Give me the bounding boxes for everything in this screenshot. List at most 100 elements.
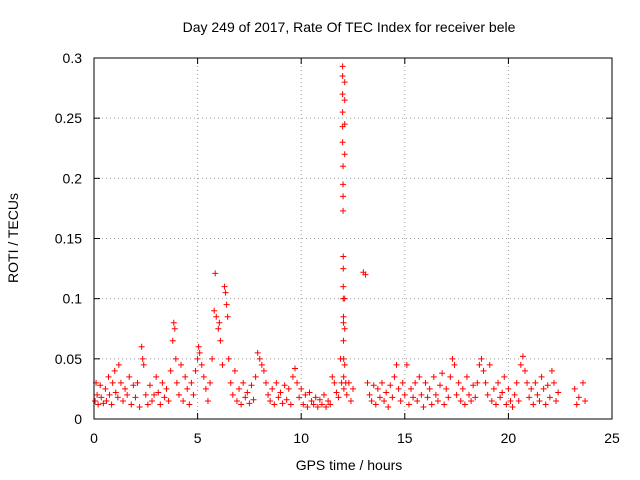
data-point <box>366 391 373 398</box>
data-point <box>478 355 485 362</box>
data-point <box>106 391 113 398</box>
grid-lines <box>94 58 612 419</box>
y-axis-label: ROTI / TECUs <box>5 193 21 283</box>
data-point <box>517 361 524 368</box>
data-point <box>505 385 512 392</box>
data-point <box>281 382 288 389</box>
data-point <box>109 379 116 386</box>
data-point <box>170 319 177 326</box>
data-point <box>323 403 330 410</box>
data-point <box>335 394 342 401</box>
data-point <box>397 397 404 404</box>
data-point <box>211 307 218 314</box>
data-point <box>451 361 458 368</box>
data-point <box>233 397 240 404</box>
data-point <box>391 373 398 380</box>
data-point <box>186 401 193 408</box>
data-point <box>449 355 456 362</box>
data-point <box>364 379 371 386</box>
data-point <box>497 394 504 401</box>
data-point <box>553 397 560 404</box>
data-point <box>111 367 118 374</box>
data-point <box>379 379 386 386</box>
x-tick-label: 15 <box>397 430 413 446</box>
data-point <box>217 337 224 344</box>
x-tick-label: 5 <box>194 430 202 446</box>
x-tick-label: 20 <box>501 430 517 446</box>
y-tick-label: 0 <box>74 411 82 427</box>
data-point <box>306 389 313 396</box>
data-point <box>540 385 547 392</box>
data-point <box>172 355 179 362</box>
data-point <box>524 379 531 386</box>
data-point <box>399 379 406 386</box>
x-tick-label: 0 <box>90 430 98 446</box>
data-point <box>341 151 348 158</box>
data-point <box>341 361 348 368</box>
data-point <box>124 391 131 398</box>
data-point <box>374 385 381 392</box>
data-point <box>422 379 429 386</box>
data-point <box>347 397 354 404</box>
y-tick-label: 0.1 <box>63 291 83 307</box>
data-point <box>548 367 555 374</box>
data-point <box>222 289 229 296</box>
data-point <box>195 343 202 350</box>
data-point <box>190 391 197 398</box>
data-point <box>289 373 296 380</box>
data-point <box>314 403 321 410</box>
data-point <box>188 379 195 386</box>
data-point <box>480 367 487 374</box>
data-point <box>238 401 245 408</box>
data-point <box>447 373 454 380</box>
data-point <box>443 385 450 392</box>
data-point <box>136 403 143 410</box>
data-point <box>499 389 506 396</box>
data-point <box>389 394 396 401</box>
data-point <box>441 401 448 408</box>
y-tick-label: 0.2 <box>63 170 83 186</box>
data-point <box>432 391 439 398</box>
data-point <box>484 391 491 398</box>
data-point <box>530 401 537 408</box>
data-point <box>408 385 415 392</box>
data-point <box>420 403 427 410</box>
data-point <box>159 379 166 386</box>
data-point <box>283 396 290 403</box>
data-point <box>412 379 419 386</box>
data-point <box>492 401 499 408</box>
data-point <box>132 394 139 401</box>
data-point <box>310 401 317 408</box>
data-point <box>312 394 319 401</box>
data-point <box>275 394 282 401</box>
data-point <box>200 373 207 380</box>
data-point <box>146 382 153 389</box>
data-point <box>507 397 514 404</box>
data-point <box>246 400 253 407</box>
data-point <box>117 379 124 386</box>
data-point <box>229 391 236 398</box>
data-point <box>455 379 462 386</box>
data-point <box>157 401 164 408</box>
data-point <box>105 373 112 380</box>
data-point <box>395 385 402 392</box>
data-point <box>94 391 101 398</box>
data-point <box>387 382 394 389</box>
data-point <box>345 379 352 386</box>
data-point <box>416 373 423 380</box>
data-point <box>271 401 278 408</box>
data-point <box>372 401 379 408</box>
data-point <box>108 401 115 408</box>
data-point <box>103 397 110 404</box>
data-point <box>122 385 129 392</box>
data-point <box>340 283 347 290</box>
data-point <box>267 397 274 404</box>
y-tick-label: 0.05 <box>55 351 82 367</box>
data-point <box>213 313 220 320</box>
data-point <box>227 379 234 386</box>
data-point <box>173 379 180 386</box>
data-point <box>302 391 309 398</box>
data-point <box>126 373 133 380</box>
data-point <box>184 385 191 392</box>
data-point <box>343 391 350 398</box>
